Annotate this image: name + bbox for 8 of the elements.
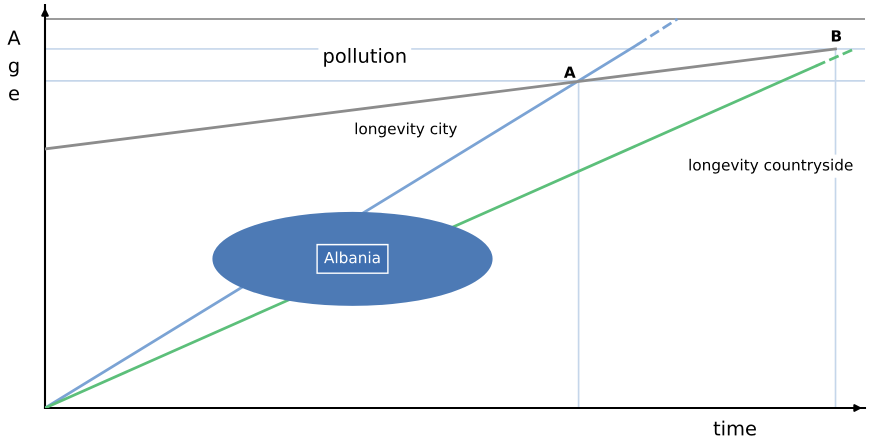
annotation: longevity countryside	[690, 158, 853, 174]
annotation: B	[832, 30, 842, 42]
annotation: longevity city	[356, 122, 457, 138]
annotation: pollution	[324, 48, 406, 67]
y-axis-title: Age	[8, 30, 20, 100]
annotation: Albania	[324, 251, 380, 264]
x-axis-title: time	[714, 420, 756, 436]
annotation: A	[564, 66, 576, 78]
